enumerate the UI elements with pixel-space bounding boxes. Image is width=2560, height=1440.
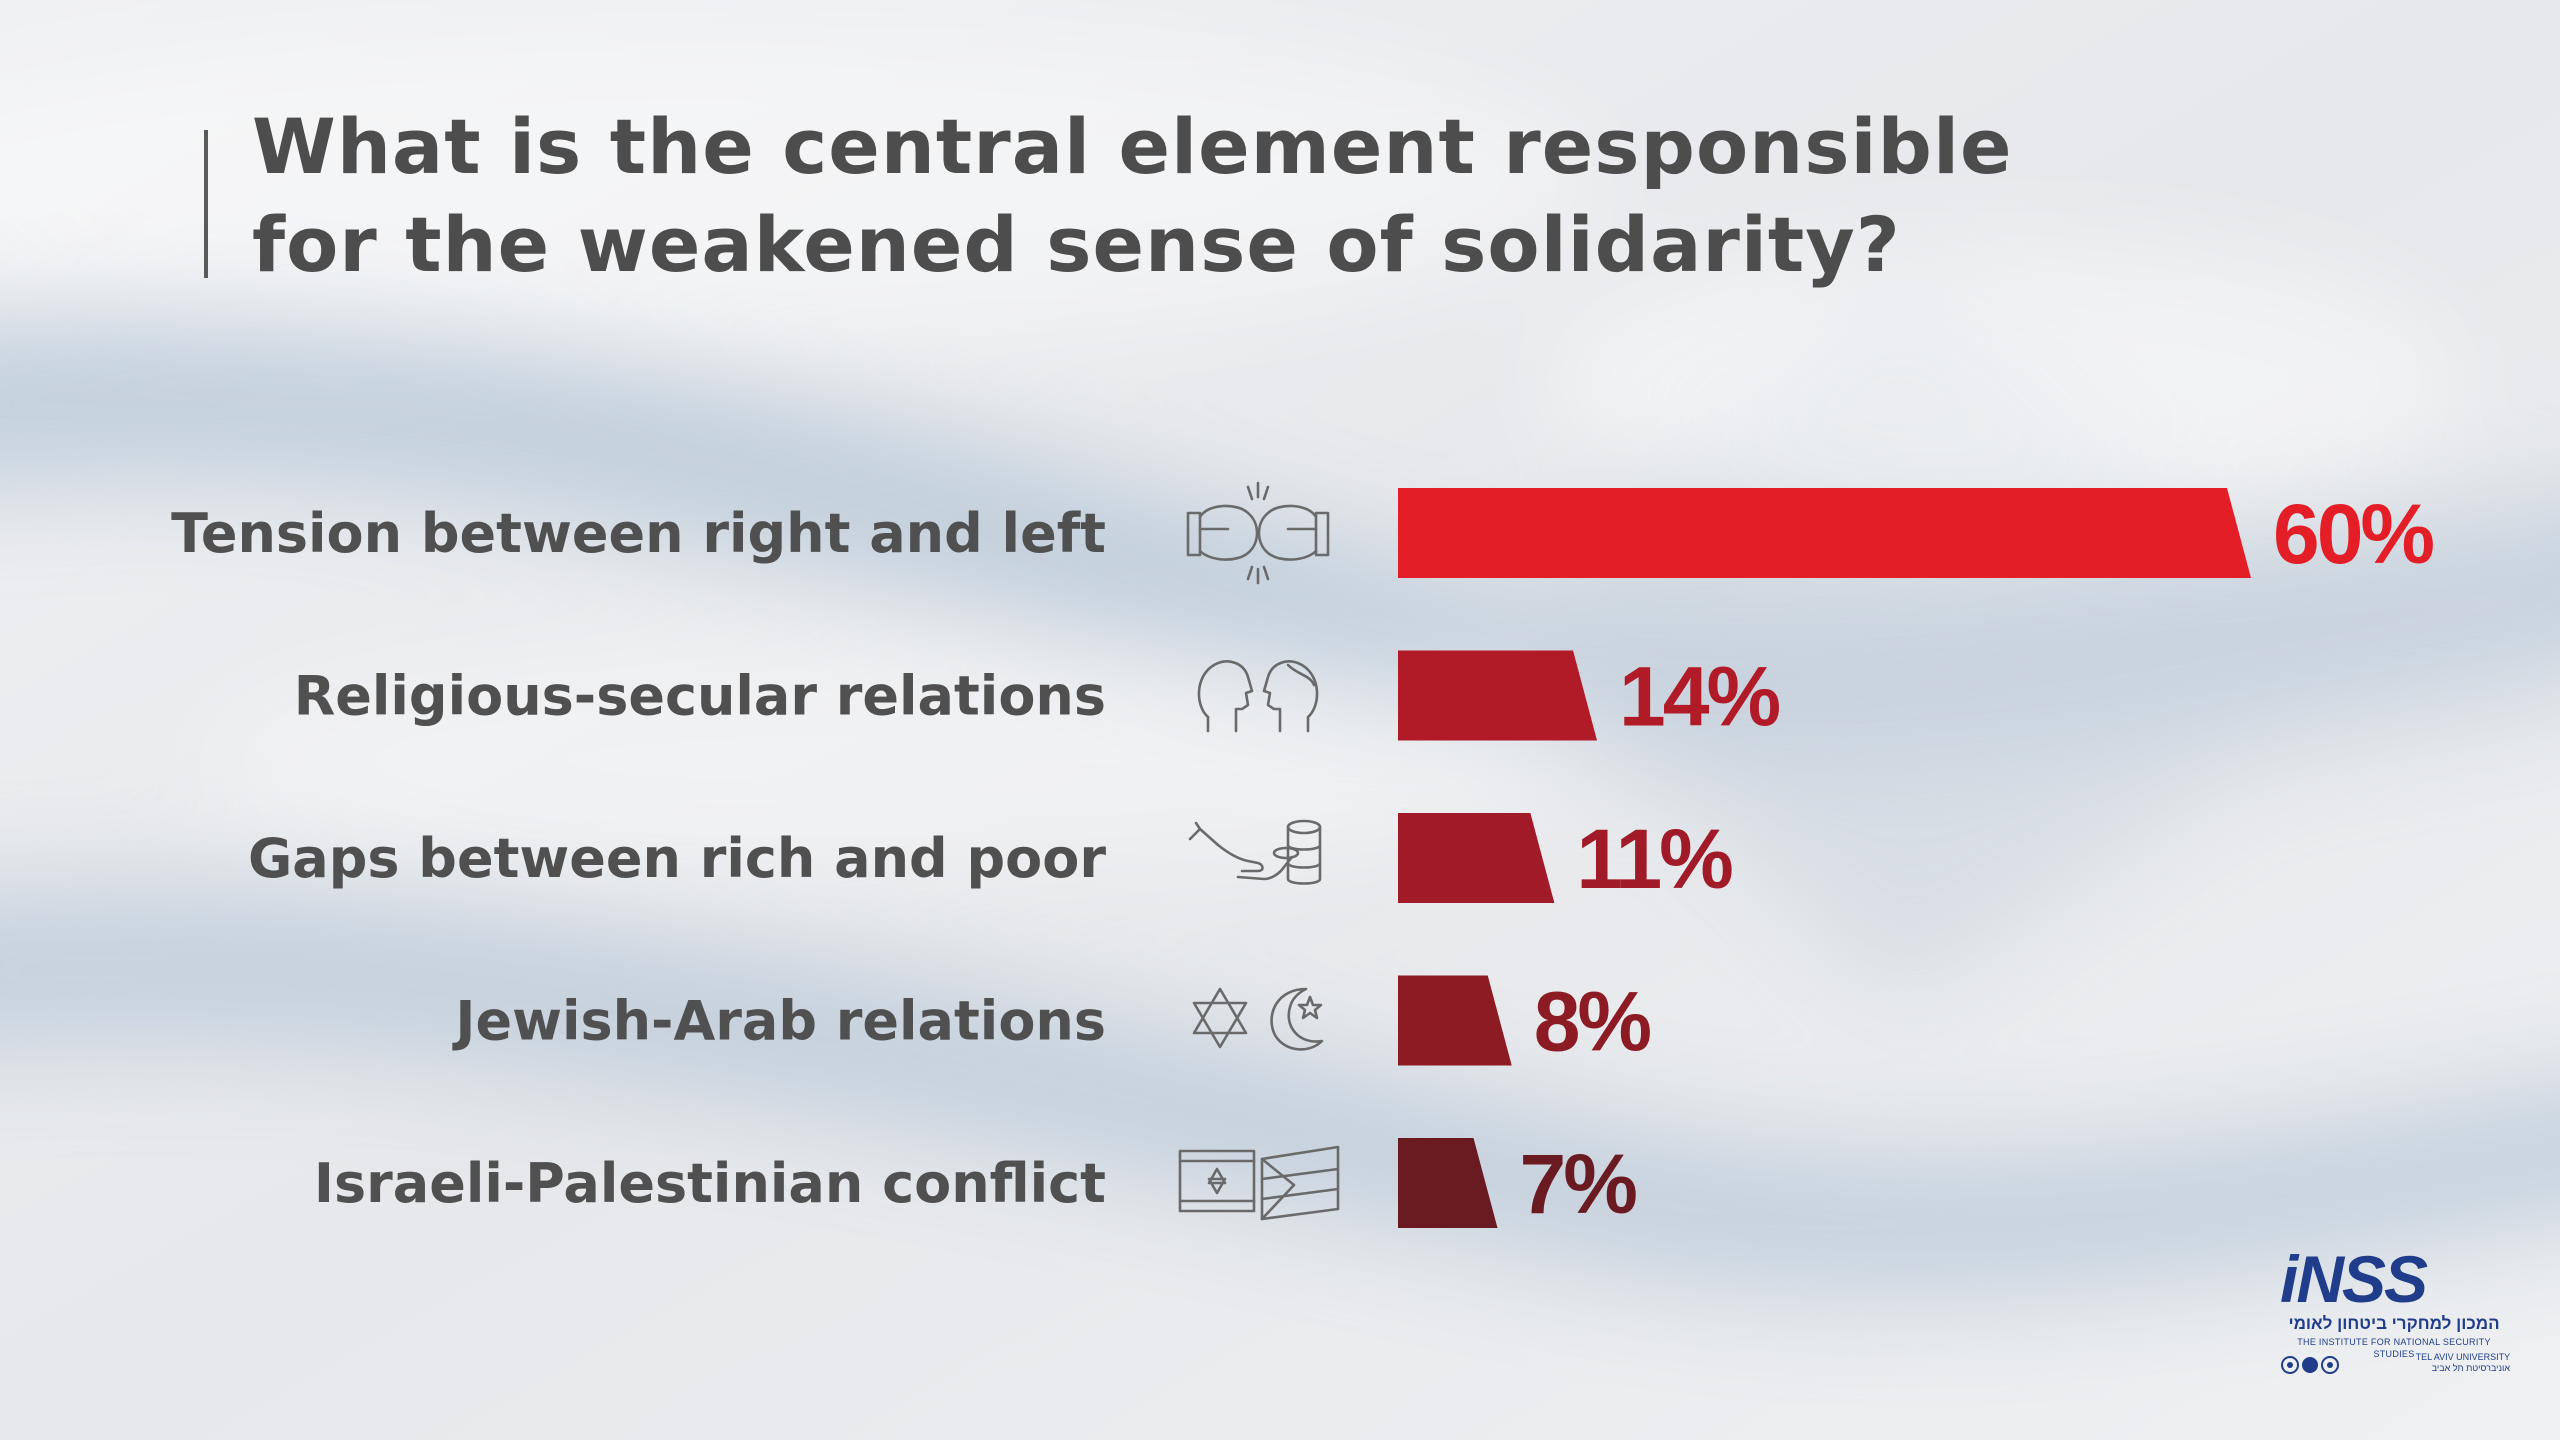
- bar: [1398, 488, 2251, 578]
- chart-title-line-2: for the weakened sense of solidarity?: [252, 200, 1901, 289]
- logo-english-name: THE INSTITUTE FOR NATIONAL SECURITY STUD…: [2297, 1337, 2491, 1359]
- chart-rows: Tension between right and left 60% Religio…: [171, 487, 2436, 1231]
- value-label: 14%: [1619, 650, 1779, 744]
- logo-hebrew-name: המכון למחקרי ביטחון לאומי: [2288, 1314, 2500, 1333]
- category-label: Gaps between rich and poor: [248, 827, 1106, 890]
- bar: [1398, 975, 1512, 1066]
- inss-logo: iNSS המכון למחקרי ביטחון לאומי THE INSTI…: [2278, 1244, 2510, 1384]
- title-accent-rule: [204, 130, 208, 278]
- hand-coins-icon: [1188, 819, 1322, 885]
- two-flags-icon: [1178, 1145, 1340, 1221]
- logo-university-he: אוניברסיטת תל אביב: [2431, 1363, 2510, 1373]
- category-label: Jewish-Arab relations: [451, 990, 1106, 1053]
- bar: [1398, 1138, 1498, 1228]
- chart-icons: [1178, 481, 1340, 1221]
- value-label: 11%: [1576, 812, 1732, 906]
- value-label: 7%: [1520, 1137, 1637, 1231]
- logo-university: TEL AVIV UNIVERSITY אוניברסיטת תל אביב: [2390, 1352, 2510, 1374]
- value-label: 60%: [2273, 487, 2433, 581]
- category-label: Israeli-Palestinian conflict: [314, 1152, 1106, 1215]
- chart-title-line-1: What is the central element responsible: [252, 102, 2013, 191]
- logo-university-en: TEL AVIV UNIVERSITY: [2415, 1352, 2510, 1362]
- category-label: Tension between right and left: [171, 502, 1106, 565]
- bar: [1398, 650, 1598, 741]
- two-heads-icon: [1197, 660, 1319, 733]
- category-label: Religious-secular relations: [294, 665, 1106, 728]
- bar: [1398, 813, 1555, 903]
- chart-title: What is the central element responsible …: [252, 98, 2352, 294]
- star-crescent-icon: [1192, 987, 1324, 1051]
- value-label: 8%: [1534, 975, 1651, 1069]
- logo-emblem-icon: [2281, 1356, 2339, 1374]
- boxing-gloves-icon: [1186, 481, 1330, 585]
- logo-wordmark: iNSS: [2280, 1242, 2428, 1316]
